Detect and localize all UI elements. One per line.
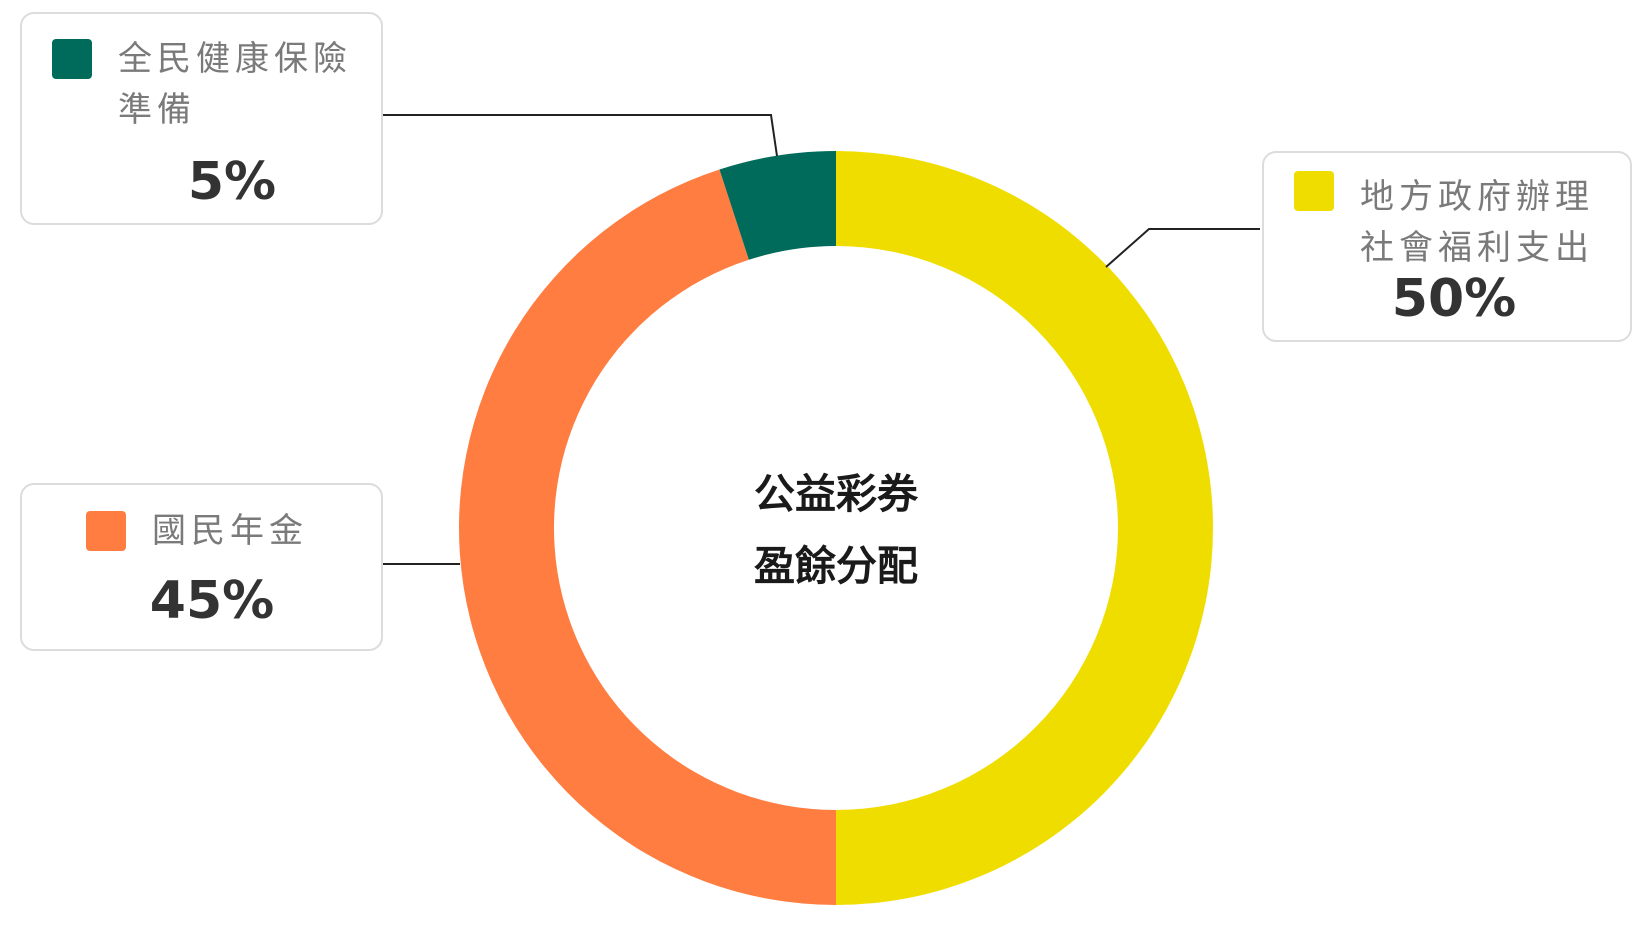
value-label-welfare: 50% bbox=[1391, 269, 1517, 329]
legend-label-health: 全民健康保險 準備 bbox=[118, 34, 352, 136]
legend-box-pension: 國民年金 45% bbox=[20, 483, 383, 651]
legend-box-welfare: 地方政府辦理 社會福利支出 50% bbox=[1262, 151, 1632, 342]
value-label-pension: 45% bbox=[149, 571, 275, 631]
donut-slice-health bbox=[719, 151, 836, 260]
legend-swatch-welfare bbox=[1294, 171, 1334, 211]
chart-title-line-1: 公益彩券 bbox=[754, 470, 918, 518]
legend-label-pension: 國民年金 bbox=[152, 506, 308, 557]
value-label-health: 5% bbox=[187, 152, 277, 212]
legend-swatch-health bbox=[52, 39, 92, 79]
legend-swatch-pension bbox=[86, 511, 126, 551]
chart-title-line-2: 盈餘分配 bbox=[754, 542, 918, 590]
label-line: 地方政府辦理 bbox=[1360, 177, 1594, 217]
label-line: 準備 bbox=[118, 90, 196, 130]
legend-label-welfare: 地方政府辦理 社會福利支出 bbox=[1360, 172, 1594, 274]
legend-box-health: 全民健康保險 準備 5% bbox=[20, 12, 383, 225]
label-line: 全民健康保險 bbox=[118, 39, 352, 79]
donut-slice-welfare bbox=[836, 151, 1213, 905]
label-line: 社會福利支出 bbox=[1360, 228, 1594, 268]
label-line: 國民年金 bbox=[152, 511, 308, 551]
callout-line-health bbox=[383, 114, 778, 157]
callout-line-welfare bbox=[1105, 228, 1260, 268]
donut-slice-pension bbox=[459, 169, 836, 906]
chart-title: 公益彩券 盈餘分配 bbox=[686, 458, 986, 602]
